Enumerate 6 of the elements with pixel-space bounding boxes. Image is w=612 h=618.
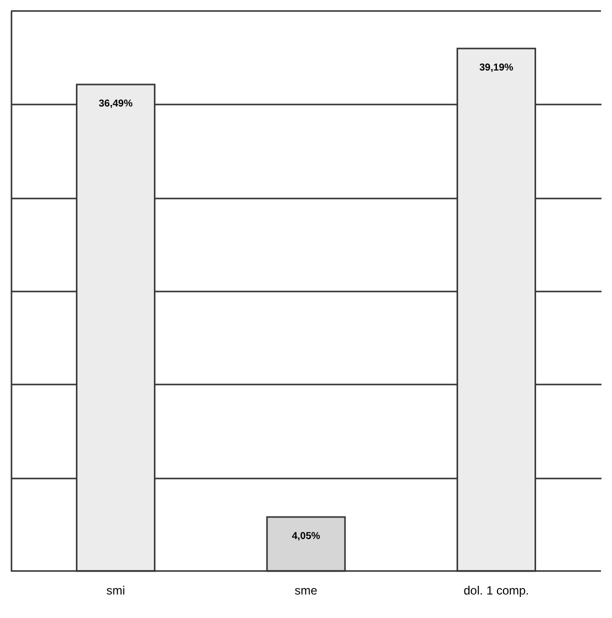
data-label: 39,19% (479, 62, 514, 74)
data-label: 4,05% (292, 531, 320, 542)
data-label: 36,49% (98, 98, 133, 110)
x-tick-label: sme (294, 584, 318, 598)
x-tick-label: smi (106, 584, 126, 598)
x-tick-label: dol. 1 comp. (464, 584, 530, 598)
